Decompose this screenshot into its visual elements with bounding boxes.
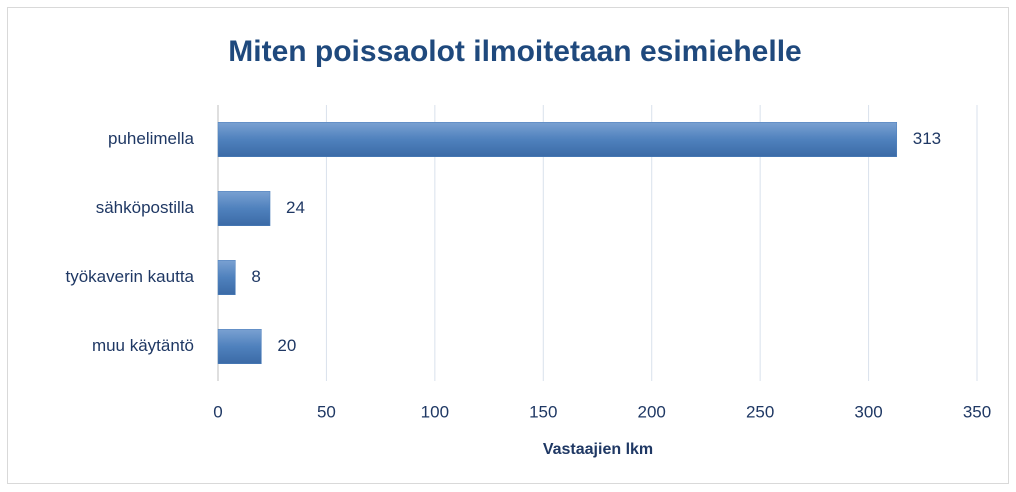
x-axis-label: Vastaajien lkm — [543, 441, 653, 458]
y-tick-label: työkaverin kautta — [65, 267, 194, 286]
x-tick-label: 150 — [529, 402, 557, 421]
data-label: 24 — [286, 198, 305, 217]
x-tick-label: 0 — [213, 402, 222, 421]
x-tick-label: 250 — [746, 402, 774, 421]
x-tick-label: 350 — [963, 402, 991, 421]
y-tick-label: sähköpostilla — [96, 198, 195, 217]
x-tick-label: 100 — [421, 402, 449, 421]
bar — [217, 260, 236, 295]
chart-title: Miten poissaolot ilmoitetaan esimiehelle — [228, 35, 801, 68]
x-tick-label: 200 — [638, 402, 666, 421]
data-label: 20 — [277, 336, 296, 355]
data-label: 313 — [913, 129, 941, 148]
data-label: 8 — [251, 267, 260, 286]
x-tick-label: 50 — [317, 402, 336, 421]
bar — [217, 122, 898, 157]
chart-border — [7, 7, 1009, 484]
bar — [217, 191, 271, 226]
bar — [217, 329, 262, 364]
x-tick-label: 300 — [854, 402, 882, 421]
y-tick-label: puhelimella — [108, 129, 195, 148]
y-tick-label: muu käytäntö — [92, 336, 194, 355]
